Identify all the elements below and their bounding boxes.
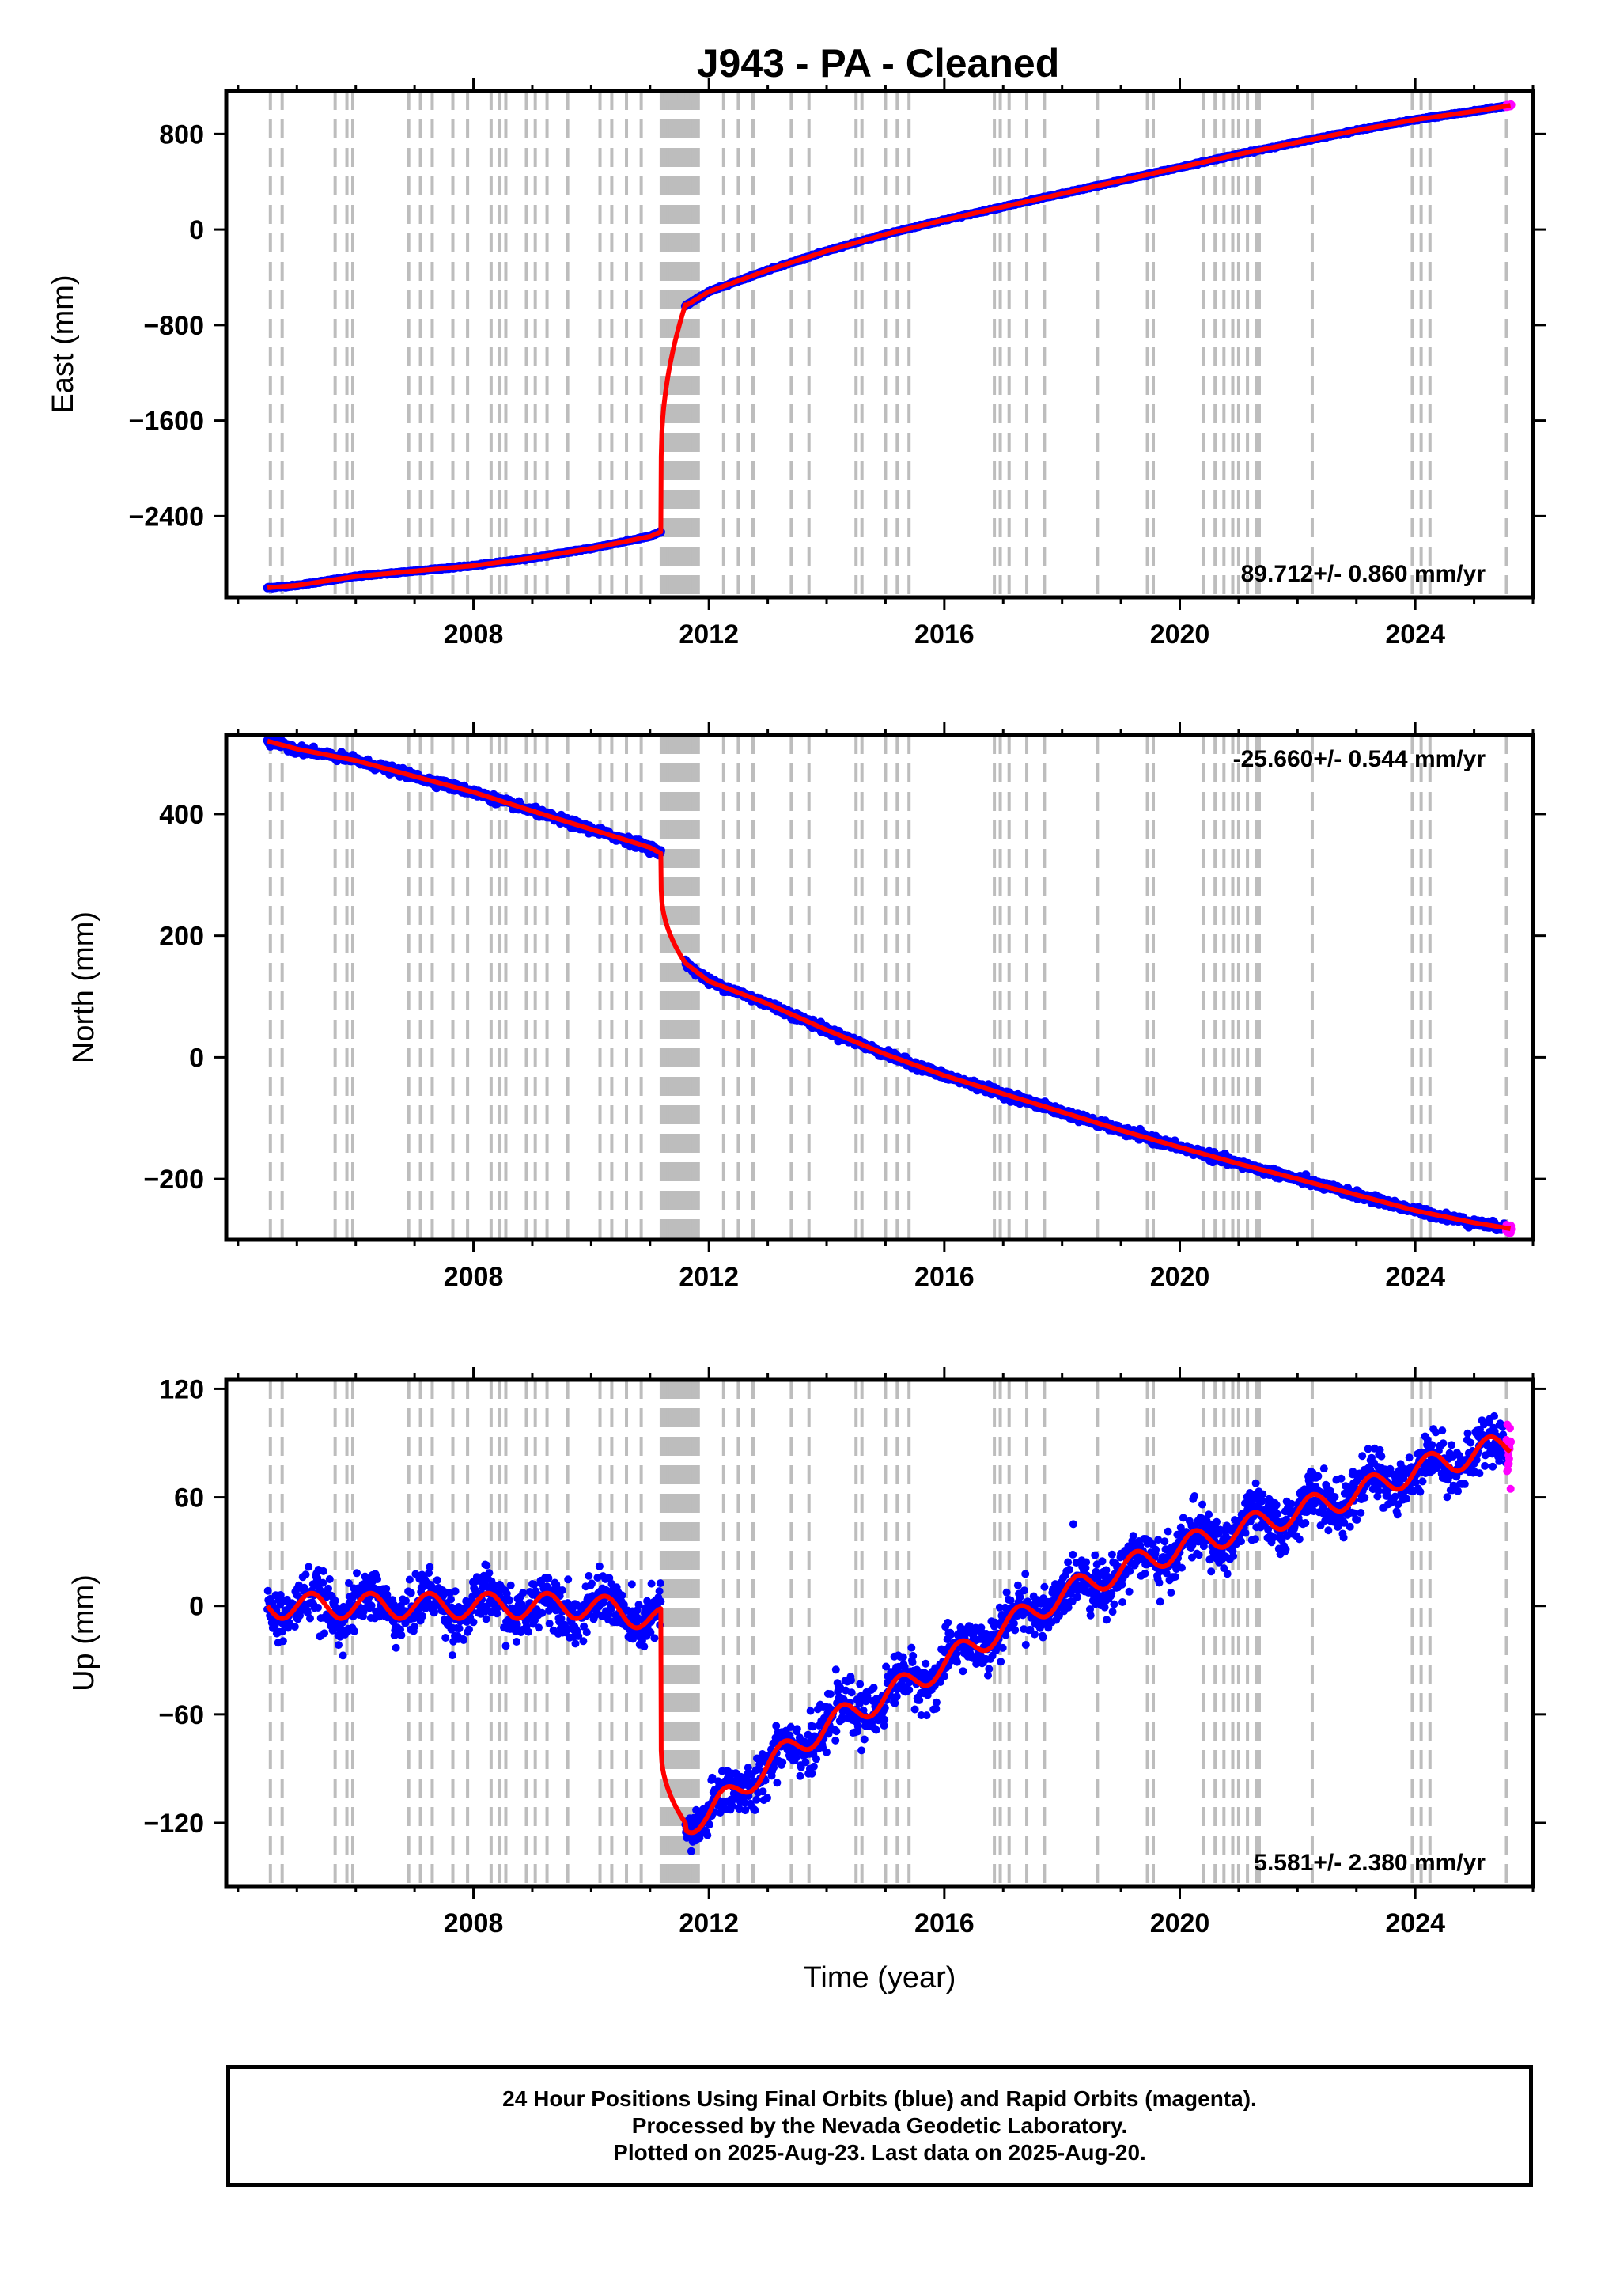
chart-title: J943 - PA - Cleaned bbox=[697, 41, 1060, 85]
y-tick-label: −2400 bbox=[129, 502, 205, 532]
x-tick-label: 2016 bbox=[914, 619, 975, 650]
y-axis-label: East (mm) bbox=[47, 275, 80, 413]
gps-timeseries-figure: J943 - PA - Cleaned 2008 2012 2016 2020 2024… bbox=[47, 41, 1546, 1995]
plot-area-north bbox=[263, 735, 1516, 1240]
y-tick-label: 0 bbox=[189, 215, 204, 245]
y-tick-label: −1600 bbox=[129, 407, 205, 437]
x-tick-label: 2008 bbox=[444, 619, 504, 650]
panel-east: 2008 2012 2016 2020 2024 −2400 −1600 −800 0 800 Ea… bbox=[47, 78, 1546, 650]
model-line bbox=[266, 103, 1512, 590]
plot-frame bbox=[224, 89, 1535, 600]
rate-label: 89.712+/- 0.860 mm/yr bbox=[1241, 561, 1486, 587]
plot-area-east bbox=[263, 91, 1516, 597]
x-tick-label: 2024 bbox=[1385, 619, 1445, 650]
x-tick-label: 2020 bbox=[1150, 619, 1210, 650]
y-tick-label: −800 bbox=[143, 311, 204, 341]
y-tick-label: 800 bbox=[159, 119, 204, 150]
x-tick-label: 2012 bbox=[679, 619, 739, 650]
